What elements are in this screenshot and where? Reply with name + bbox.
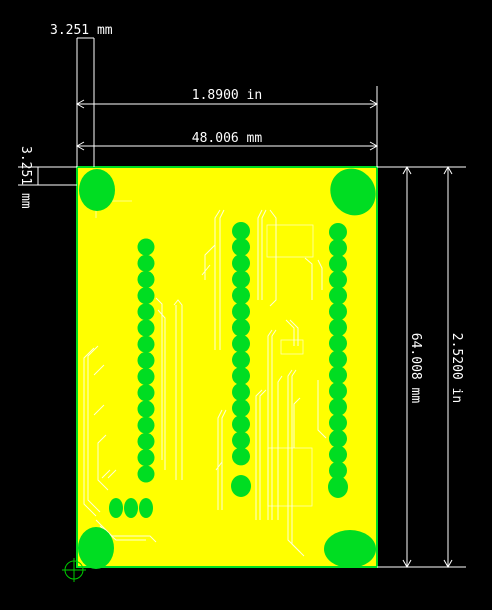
header-pin-pad — [137, 287, 155, 305]
header-pin-pad — [232, 270, 250, 289]
header-pin-pad — [232, 383, 250, 401]
header-pin-pad — [329, 382, 347, 400]
header-pin-pad — [232, 222, 250, 240]
header-pin-pad — [329, 302, 347, 321]
header-pin-pad — [137, 319, 155, 337]
height-mm-label: 64.008 mm — [408, 333, 423, 404]
header-pin-pad — [329, 413, 347, 432]
header-pin-pad — [232, 254, 250, 273]
header-pin-pad-end — [328, 476, 348, 498]
header-pin-pad — [329, 397, 347, 416]
header-pin-pad — [329, 318, 347, 337]
header-pin-pad — [329, 445, 347, 464]
header-pin-pad — [232, 366, 250, 385]
header-pin-pad — [232, 334, 250, 353]
header-pin-pad — [329, 350, 347, 369]
header-pin-pad — [137, 238, 155, 256]
mounting-hole-bottom-right — [324, 530, 376, 568]
header-pin-pad — [232, 286, 250, 305]
offset-x-label: 3.251 mm — [50, 23, 113, 38]
header-pin-pad — [232, 447, 250, 466]
smd-pad-group — [109, 498, 153, 518]
header-pin-pad — [137, 449, 155, 467]
smd-pad — [124, 498, 138, 518]
header-pin-pad — [329, 223, 347, 241]
header-pin-pad — [232, 431, 250, 450]
header-pin-pad — [137, 270, 155, 288]
header-pin-pad — [232, 399, 250, 418]
header-pin-pad — [137, 400, 155, 418]
header-pin-pad — [137, 368, 155, 386]
header-pin-pad — [232, 318, 250, 337]
header-pin-pad — [137, 254, 155, 272]
header-pin-pad — [329, 270, 347, 289]
header-pin-pad — [137, 384, 155, 402]
header-pin-pad — [137, 335, 155, 353]
header-pin-pad — [137, 303, 155, 321]
mounting-holes — [78, 168, 376, 569]
pcb-traces — [83, 209, 327, 557]
header-pin-pad — [137, 351, 155, 369]
mounting-hole-bottom-left — [78, 527, 114, 569]
header-pin-pad — [232, 302, 250, 321]
header-pin-pad — [137, 416, 155, 434]
height-in-label: 2.5200 in — [449, 333, 464, 403]
header-pin-rows — [137, 222, 348, 498]
header-pin-pad-end — [231, 475, 251, 497]
header-pin-pad — [329, 366, 347, 385]
mounting-hole-top-right — [330, 168, 376, 216]
header-pin-pad — [137, 432, 155, 450]
header-pin-pad — [329, 334, 347, 353]
header-pin-pad — [329, 429, 347, 448]
smd-pad — [139, 498, 153, 518]
width-mm-label: 48.006 mm — [192, 131, 263, 146]
width-in-label: 1.8900 in — [192, 88, 262, 103]
header-pin-pad — [329, 254, 347, 273]
header-pin-pad — [232, 238, 250, 257]
header-pin-pad — [329, 238, 347, 257]
offset-y-label: 3.251 mm — [18, 146, 33, 209]
header-pin-pad — [232, 350, 250, 369]
origin-marker-icon — [62, 558, 86, 582]
header-pin-pad — [329, 461, 347, 480]
header-pin-pad — [137, 465, 155, 483]
header-pin-pad — [329, 286, 347, 305]
smd-pad — [109, 498, 123, 518]
mounting-hole-top-left — [79, 169, 115, 211]
dimension-lines — [18, 37, 466, 569]
header-pin-pad — [232, 415, 250, 434]
